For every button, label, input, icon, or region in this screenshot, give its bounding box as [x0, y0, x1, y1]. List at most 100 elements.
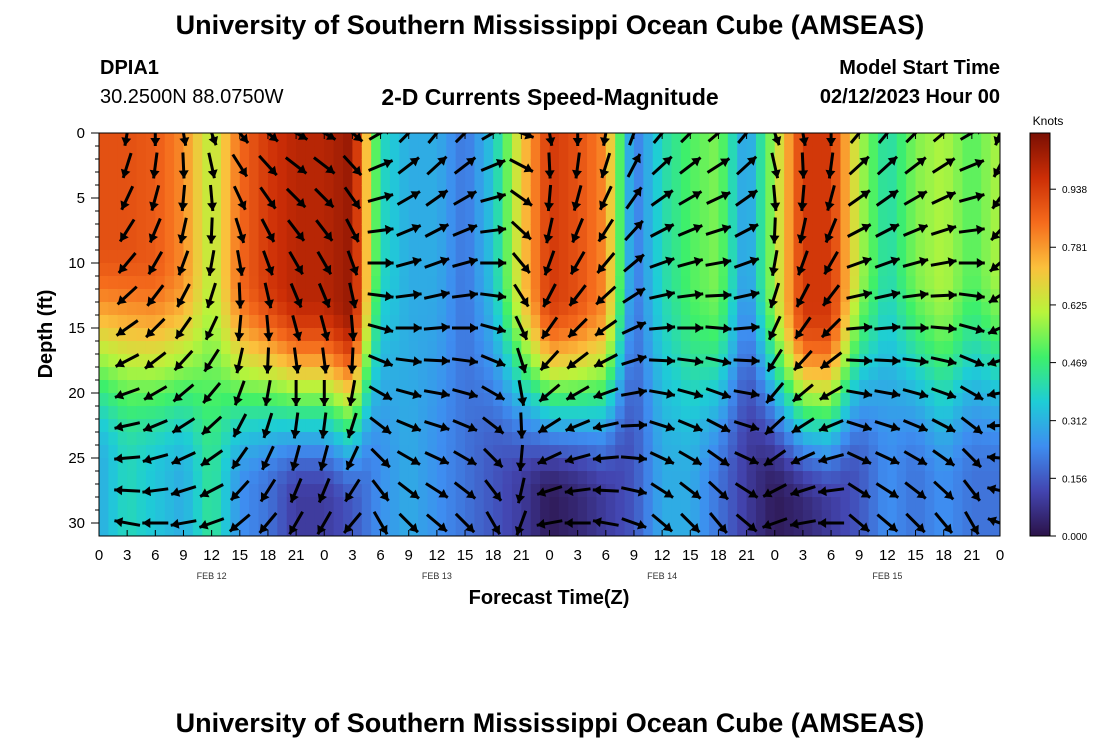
heatmap-cell	[540, 185, 551, 199]
heatmap-cell	[436, 146, 447, 160]
heatmap-cell	[108, 471, 119, 485]
current-arrow-shaft	[680, 133, 693, 144]
heatmap-cell	[840, 367, 851, 381]
heatmap-cell	[812, 263, 823, 277]
heatmap-cell	[849, 159, 860, 173]
heatmap-cell	[624, 341, 635, 355]
heatmap-cell	[427, 315, 438, 329]
heatmap-cell	[596, 380, 607, 394]
heatmap-cell	[258, 198, 269, 212]
heatmap-cell	[709, 419, 720, 433]
heatmap-cell	[709, 523, 720, 536]
current-arrow	[877, 133, 890, 144]
current-arrow-head	[545, 137, 556, 146]
heatmap-cell	[577, 276, 588, 290]
current-arrow	[649, 388, 676, 399]
heatmap-cell	[821, 315, 832, 329]
heatmap-cell	[502, 393, 513, 407]
current-arrow-head	[413, 323, 422, 333]
heatmap-cell	[812, 393, 823, 407]
heatmap-cell	[446, 276, 457, 290]
heatmap-cell	[727, 224, 738, 238]
heatmap-cell	[784, 380, 795, 394]
heatmap-cell	[511, 367, 522, 381]
heatmap-cell	[643, 523, 654, 536]
heatmap-cell	[831, 328, 842, 342]
heatmap-cell	[267, 159, 278, 173]
current-arrow	[517, 379, 528, 407]
heatmap-cell	[108, 497, 119, 511]
heatmap-cell	[962, 432, 973, 446]
current-arrow-head	[438, 489, 448, 498]
current-arrow	[677, 224, 703, 237]
heatmap-cell	[380, 432, 391, 446]
heatmap-cell	[671, 484, 682, 498]
heatmap-cell	[296, 406, 307, 420]
current-arrow-head	[350, 232, 360, 242]
heatmap-cell	[615, 289, 626, 303]
current-arrow	[818, 453, 844, 465]
heatmap-cell	[530, 510, 541, 524]
heatmap-cell	[389, 146, 400, 160]
current-arrow-head	[177, 234, 188, 244]
heatmap-cell	[380, 172, 391, 186]
current-arrow	[371, 479, 390, 502]
heatmap-cell	[699, 263, 710, 277]
y-tick-label: 0	[77, 125, 85, 142]
heatmap-cell	[474, 380, 485, 394]
heatmap-cell	[202, 159, 213, 173]
heatmap-cell	[934, 276, 945, 290]
heatmap-cell	[511, 380, 522, 394]
heatmap-cell	[868, 497, 879, 511]
heatmap-cell	[511, 237, 522, 251]
heatmap-cell	[192, 510, 203, 524]
heatmap-cell	[474, 367, 485, 381]
current-arrow	[677, 289, 704, 300]
heatmap-cell	[784, 289, 795, 303]
heatmap-cell	[774, 159, 785, 173]
heatmap-cell	[530, 237, 541, 251]
heatmap-cell	[361, 185, 372, 199]
heatmap-cell	[155, 159, 166, 173]
heatmap-cell	[286, 146, 297, 160]
heatmap-cell	[511, 302, 522, 316]
heatmap-cell	[145, 133, 156, 147]
current-arrow	[515, 477, 526, 504]
heatmap-cell	[277, 302, 288, 316]
current-arrow-head	[821, 328, 832, 338]
heatmap-cell	[277, 406, 288, 420]
heatmap-cell	[333, 302, 344, 316]
current-arrow-head	[571, 233, 581, 243]
heatmap-cell	[549, 510, 560, 524]
heatmap-cell	[699, 146, 710, 160]
heatmap-cell	[784, 328, 795, 342]
heatmap-cell	[568, 393, 579, 407]
heatmap-cell	[493, 354, 504, 368]
heatmap-cell	[774, 341, 785, 355]
current-arrow	[395, 323, 422, 333]
heatmap-cell	[277, 419, 288, 433]
heatmap-cell	[652, 237, 663, 251]
heatmap-cell	[624, 328, 635, 342]
heatmap-cell	[624, 172, 635, 186]
heatmap-cell	[887, 380, 898, 394]
heatmap-cell	[868, 315, 879, 329]
heatmap-cell	[784, 497, 795, 511]
heatmap-cell	[455, 497, 466, 511]
current-arrow-head	[466, 191, 477, 200]
current-arrow-head	[176, 297, 186, 307]
heatmap-cell	[802, 523, 813, 536]
heatmap-cell	[202, 302, 213, 316]
heatmap-cell	[765, 354, 776, 368]
heatmap-cell	[962, 380, 973, 394]
heatmap-cell	[821, 380, 832, 394]
heatmap-cell	[906, 484, 917, 498]
heatmap-cell	[267, 445, 278, 459]
heatmap-cell	[924, 393, 935, 407]
heatmap-cell	[981, 185, 992, 199]
heatmap-cell	[671, 211, 682, 225]
heatmap-cell	[361, 211, 372, 225]
heatmap-cell	[558, 471, 569, 485]
heatmap-cell	[277, 289, 288, 303]
heatmap-cell	[474, 302, 485, 316]
